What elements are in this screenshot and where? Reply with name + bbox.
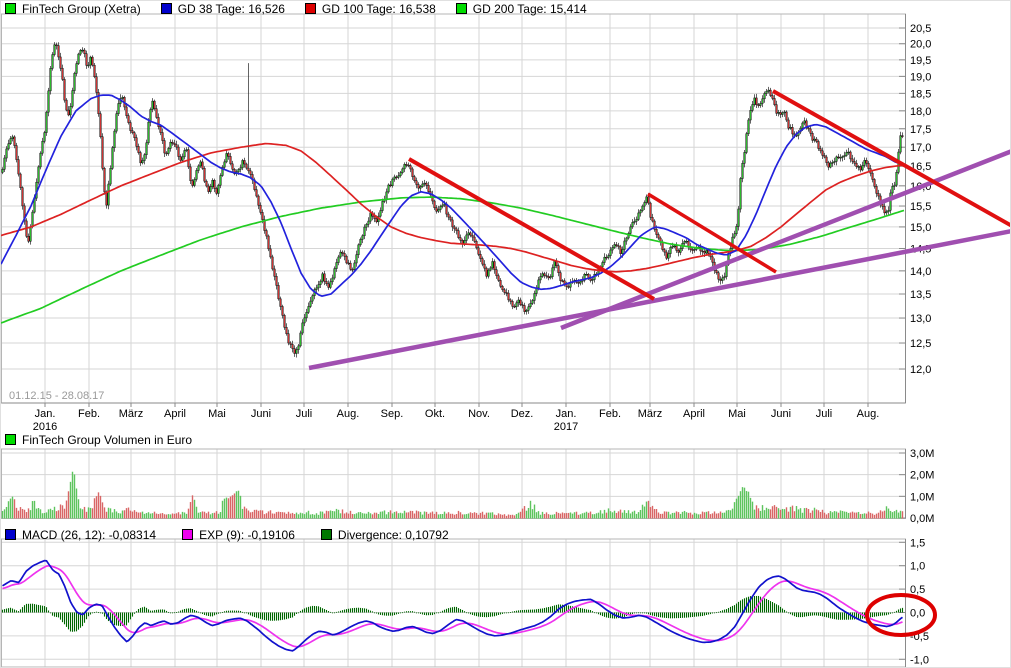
svg-text:1,0: 1,0 xyxy=(910,561,925,573)
series-swatch-icon xyxy=(5,3,16,14)
svg-text:01.12.15 - 28.08.17: 01.12.15 - 28.08.17 xyxy=(9,390,104,402)
trendlines xyxy=(308,89,1010,371)
divergence-bars xyxy=(1,595,904,632)
legend-item-exp: EXP (9): -0,19106 xyxy=(182,528,295,542)
gd100-line xyxy=(1,142,905,273)
legend-item-volume: FinTech Group Volumen in Euro xyxy=(5,433,192,447)
legend-item-gd200: GD 200 Tage: 15,414 xyxy=(455,1,587,16)
svg-text:0,5: 0,5 xyxy=(910,584,925,596)
volume-legend: FinTech Group Volumen in Euro xyxy=(5,433,192,447)
svg-text:Jan.: Jan. xyxy=(35,408,56,420)
gd38-line xyxy=(1,94,905,297)
svg-text:1,5: 1,5 xyxy=(910,537,925,549)
svg-text:Nov.: Nov. xyxy=(468,408,490,420)
gd200-line xyxy=(1,196,905,324)
svg-text:0,0: 0,0 xyxy=(910,608,925,620)
svg-text:20,0: 20,0 xyxy=(910,39,931,51)
legend-label: FinTech Group Volumen in Euro xyxy=(22,432,193,447)
svg-text:Mai: Mai xyxy=(208,408,226,420)
legend-label: Divergence: 0,10792 xyxy=(337,527,449,542)
svg-text:Juni: Juni xyxy=(251,408,271,420)
svg-text:Mai: Mai xyxy=(728,408,746,420)
legend-label: GD 200 Tage: 15,414 xyxy=(472,1,587,16)
legend-item-gd38: GD 38 Tage: 16,526 xyxy=(160,1,285,16)
legend-item-price: FinTech Group (Xetra) xyxy=(5,2,141,16)
svg-text:12,5: 12,5 xyxy=(910,338,931,350)
legend-label: EXP (9): -0,19106 xyxy=(199,527,295,542)
gd100-swatch-icon xyxy=(304,3,316,14)
candles xyxy=(1,42,904,358)
svg-text:2017: 2017 xyxy=(554,421,578,433)
legend-label: FinTech Group (Xetra) xyxy=(22,1,141,16)
axes xyxy=(1,14,906,667)
trendline-support-steep xyxy=(560,149,1010,331)
macd-highlight xyxy=(865,593,937,637)
svg-text:15,5: 15,5 xyxy=(910,201,931,213)
trendline-downtrend-1 xyxy=(408,157,655,301)
gd200-swatch-icon xyxy=(455,3,467,14)
svg-text:Aug.: Aug. xyxy=(337,408,360,420)
svg-text:18,5: 18,5 xyxy=(910,88,931,100)
svg-text:Okt.: Okt. xyxy=(425,408,445,420)
trendline-support-long xyxy=(308,229,1010,371)
svg-text:17,0: 17,0 xyxy=(910,142,931,154)
svg-text:Feb.: Feb. xyxy=(599,408,621,420)
highlight-ellipse xyxy=(865,593,937,637)
price-legend: FinTech Group (Xetra) GD 38 Tage: 16,526… xyxy=(5,1,587,16)
svg-text:17,5: 17,5 xyxy=(910,124,931,136)
trendline-downtrend-3 xyxy=(772,89,1010,228)
svg-text:2,0M: 2,0M xyxy=(910,470,934,482)
gd38-swatch-icon xyxy=(160,3,172,14)
svg-text:15,0: 15,0 xyxy=(910,222,931,234)
svg-text:Jan.: Jan. xyxy=(556,408,577,420)
svg-text:März: März xyxy=(638,408,662,420)
volume-y-axis-labels: 3,0M 2,0M 1,0M 0,0M xyxy=(899,448,934,525)
svg-text:Sep.: Sep. xyxy=(381,408,404,420)
macd-swatch-icon xyxy=(5,529,16,540)
legend-label: GD 38 Tage: 16,526 xyxy=(177,1,285,16)
svg-text:-1,0: -1,0 xyxy=(910,654,929,666)
date-range-label: 01.12.15 - 28.08.17 xyxy=(9,390,104,402)
legend-item-macd: MACD (26, 12): -0,08314 xyxy=(5,528,156,542)
trendline-downtrend-2 xyxy=(647,192,777,274)
svg-text:12,0: 12,0 xyxy=(910,364,931,376)
svg-text:20,5: 20,5 xyxy=(910,23,931,35)
svg-text:19,0: 19,0 xyxy=(910,71,931,83)
legend-label: MACD (26, 12): -0,08314 xyxy=(22,527,157,542)
macd-line xyxy=(2,559,903,652)
volume-swatch-icon xyxy=(5,434,16,445)
volume-bars xyxy=(1,471,904,519)
divergence-swatch-icon xyxy=(320,529,332,540)
exp-swatch-icon xyxy=(182,529,194,540)
svg-text:Juli: Juli xyxy=(296,408,313,420)
svg-text:19,5: 19,5 xyxy=(910,55,931,67)
legend-item-divergence: Divergence: 0,10792 xyxy=(320,527,449,542)
legend-label: GD 100 Tage: 16,538 xyxy=(321,1,436,16)
svg-text:Juni: Juni xyxy=(771,408,791,420)
svg-text:Feb.: Feb. xyxy=(78,408,100,420)
svg-text:April: April xyxy=(683,408,705,420)
svg-text:2016: 2016 xyxy=(33,421,57,433)
svg-text:Aug.: Aug. xyxy=(857,408,880,420)
svg-text:18,0: 18,0 xyxy=(910,106,931,118)
svg-text:0,0M: 0,0M xyxy=(910,513,934,525)
svg-text:3,0M: 3,0M xyxy=(910,448,934,460)
exp-line xyxy=(2,564,903,648)
svg-text:Dez.: Dez. xyxy=(511,408,534,420)
price-y-axis-labels: 20,520,019,519,018,518,017,517,016,516,0… xyxy=(899,23,931,376)
svg-text:Juli: Juli xyxy=(816,408,833,420)
x-axis-month-labels: Jan. Feb. März April Mai Juni Juli Aug. Sep. Okt.… xyxy=(33,403,880,433)
svg-text:März: März xyxy=(119,408,143,420)
svg-text:14,0: 14,0 xyxy=(910,266,931,278)
svg-text:April: April xyxy=(164,408,186,420)
svg-text:13,0: 13,0 xyxy=(910,313,931,325)
svg-text:1,0M: 1,0M xyxy=(910,491,934,503)
svg-text:13,5: 13,5 xyxy=(910,289,931,301)
legend-item-gd100: GD 100 Tage: 16,538 xyxy=(304,1,436,16)
macd-legend: MACD (26, 12): -0,08314 EXP (9): -0,1910… xyxy=(5,527,449,542)
